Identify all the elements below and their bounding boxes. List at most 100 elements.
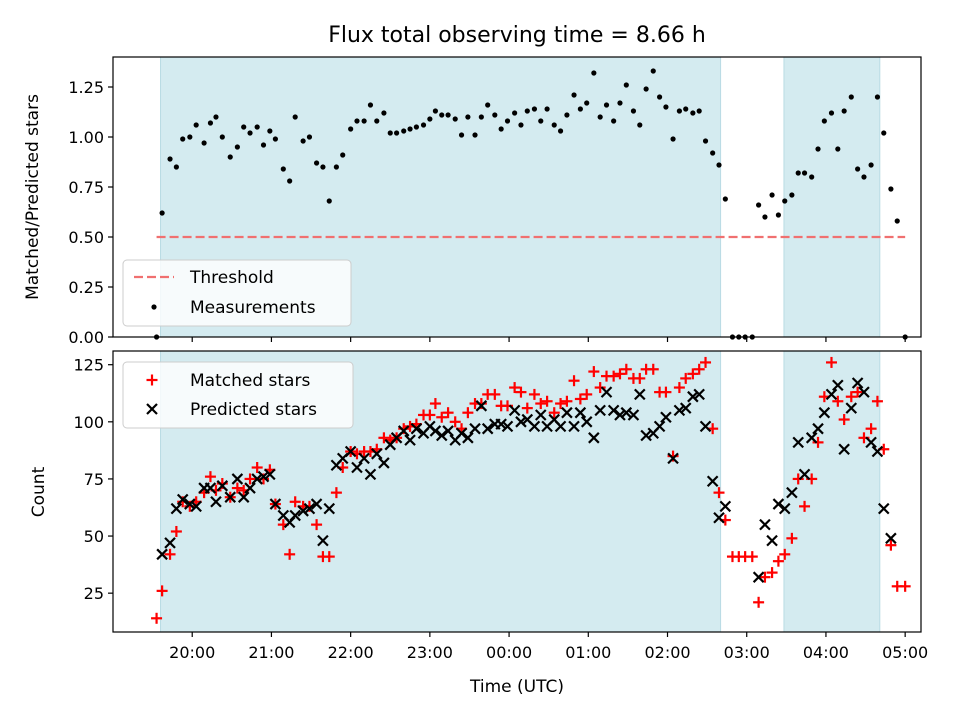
measurement-point xyxy=(544,106,550,112)
matched-star-point xyxy=(865,423,877,435)
measurement-point xyxy=(801,170,808,176)
measurement-point xyxy=(815,146,821,152)
ratio-panel: 0.00 0.25 0.50 0.75 1.00 1.25 Matched/Predict… xyxy=(23,56,922,347)
measurement-point xyxy=(577,106,583,112)
matched-star-point xyxy=(509,382,521,394)
predicted-star-point xyxy=(627,409,640,421)
measurement-point xyxy=(848,94,854,100)
matched-star-point xyxy=(700,356,712,368)
matched-star-point xyxy=(244,473,256,485)
legend-predicted-x xyxy=(146,403,158,415)
matched-star-point xyxy=(786,532,798,544)
p1-legend: Threshold Measurements xyxy=(122,259,352,327)
y-tick-label: 125 xyxy=(73,356,104,375)
legend-matched-plus xyxy=(146,374,158,386)
measurement-point xyxy=(696,108,702,114)
measurement-point xyxy=(374,118,380,124)
predicted-star-point xyxy=(600,386,613,398)
matched-star-point xyxy=(436,411,448,423)
measurement-point xyxy=(247,130,253,136)
measurement-point xyxy=(894,218,900,224)
measurement-point xyxy=(762,214,768,220)
predicted-star-point xyxy=(237,491,250,503)
matched-star-point xyxy=(330,487,342,499)
predicted-star-point xyxy=(378,457,390,469)
predicted-star-point xyxy=(429,425,442,437)
p1-axes-frame xyxy=(112,56,922,338)
measurement-point xyxy=(702,138,709,144)
predicted-star-point xyxy=(885,532,897,545)
p2-legend-box xyxy=(122,361,354,429)
predicted-star-point xyxy=(687,390,699,403)
predicted-star-point xyxy=(528,420,541,433)
matched-star-point xyxy=(825,356,837,368)
measurement-point xyxy=(492,112,498,118)
predicted-star-point xyxy=(204,482,217,494)
measurement-point xyxy=(512,110,518,116)
predicted-star-point xyxy=(404,434,416,446)
matched-star-point xyxy=(528,388,540,400)
measurement-point xyxy=(348,126,354,132)
predicted-star-point xyxy=(210,496,222,508)
predicted-star-point xyxy=(752,571,765,583)
matched-star-point xyxy=(746,551,758,563)
y-tick-label: 25 xyxy=(84,584,104,603)
measurement-point xyxy=(571,92,577,98)
predicted-star-point xyxy=(798,468,811,481)
measurement-point xyxy=(458,132,465,138)
matched-star-point xyxy=(620,363,632,375)
predicted-star-point xyxy=(580,416,593,428)
measurement-point xyxy=(603,102,610,108)
matched-star-point xyxy=(561,395,573,407)
legend-matched-label: Matched stars xyxy=(190,371,310,391)
measurement-point xyxy=(180,136,186,142)
matched-star-point xyxy=(521,402,533,414)
measurement-point xyxy=(234,144,240,150)
predicted-star-point xyxy=(832,379,844,392)
predicted-star-point xyxy=(594,404,606,417)
predicted-star-point xyxy=(176,493,189,506)
measurement-point xyxy=(159,210,165,216)
measurement-point xyxy=(445,112,451,118)
measurement-point xyxy=(821,118,827,124)
measurement-point xyxy=(241,124,247,130)
y-tick-label: 0.00 xyxy=(68,328,104,347)
matched-stars-points xyxy=(151,356,911,624)
measurement-point xyxy=(617,100,623,106)
measurement-point xyxy=(855,166,861,172)
predicted-star-point xyxy=(351,461,363,474)
measurement-point xyxy=(683,106,689,112)
measurement-point xyxy=(287,178,293,184)
predicted-star-point xyxy=(244,482,256,494)
predicted-star-point xyxy=(251,473,263,485)
measurement-point xyxy=(401,128,407,134)
measurement-point xyxy=(809,174,815,180)
predicted-star-point xyxy=(679,402,692,414)
matched-star-point xyxy=(204,471,216,483)
predicted-star-point xyxy=(156,548,168,561)
y-tick-label: 1.25 xyxy=(68,78,104,97)
predicted-star-point xyxy=(865,436,877,449)
measurement-point xyxy=(835,146,841,152)
measurement-point xyxy=(656,94,663,100)
x-tick-label: 02:00 xyxy=(644,643,690,662)
predicted-star-point xyxy=(317,534,329,547)
predicted-star-point xyxy=(706,475,719,487)
measurement-point xyxy=(260,142,267,148)
measurement-point xyxy=(326,198,332,204)
measurement-point xyxy=(888,186,894,192)
measurement-point xyxy=(782,198,788,204)
predicted-star-point xyxy=(574,406,587,419)
predicted-star-point xyxy=(667,452,679,465)
predicted-star-point xyxy=(515,416,527,428)
matched-star-point xyxy=(799,500,811,512)
measurement-point xyxy=(427,116,433,122)
matched-star-point xyxy=(885,539,897,551)
measurement-point xyxy=(716,162,722,168)
count-panel: 25 50 75 100 125 20:00 21:00 22:00 23:00 00:00 01… xyxy=(29,350,928,697)
measurement-point xyxy=(280,166,286,172)
predicted-star-point xyxy=(699,420,712,433)
matched-star-point xyxy=(462,407,474,419)
y-tick-label: 75 xyxy=(84,470,104,489)
predicted-star-point xyxy=(303,502,316,515)
